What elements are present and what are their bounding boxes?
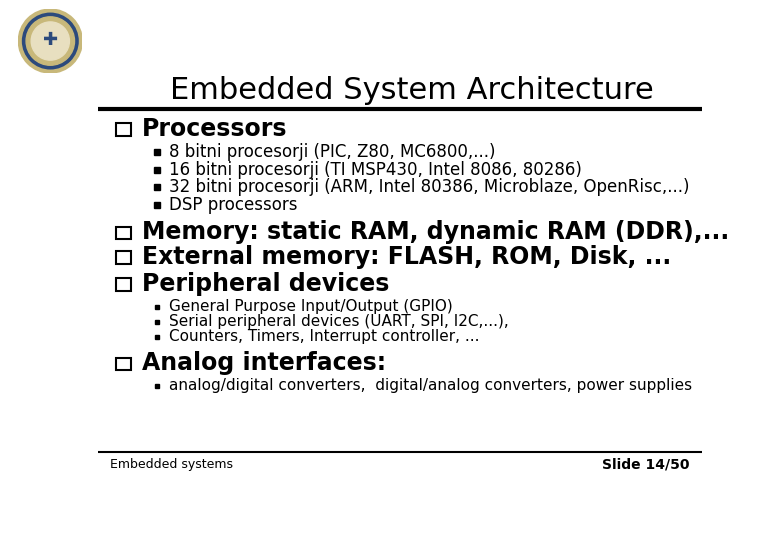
Text: Serial peripheral devices (UART, SPI, I2C,...),: Serial peripheral devices (UART, SPI, I2…: [168, 314, 509, 329]
Text: External memory: FLASH, ROM, Disk, ...: External memory: FLASH, ROM, Disk, ...: [142, 245, 672, 269]
Circle shape: [20, 10, 81, 72]
Text: DSP processors: DSP processors: [168, 195, 297, 213]
Text: Counters, Timers, Interrupt controller, ...: Counters, Timers, Interrupt controller, …: [168, 329, 480, 344]
Text: Memory: static RAM, dynamic RAM (DDR),...: Memory: static RAM, dynamic RAM (DDR),..…: [142, 220, 729, 245]
Text: Embedded systems: Embedded systems: [109, 458, 232, 471]
Text: Analog interfaces:: Analog interfaces:: [142, 352, 386, 375]
Text: 32 bitni procesorji (ARM, Intel 80386, Microblaze, OpenRisc,...): 32 bitni procesorji (ARM, Intel 80386, M…: [168, 178, 690, 196]
Text: Processors: Processors: [142, 117, 288, 141]
FancyBboxPatch shape: [115, 357, 131, 370]
Text: Slide 14/50: Slide 14/50: [602, 458, 690, 472]
Circle shape: [26, 17, 75, 65]
Text: General Purpose Input/Output (GPIO): General Purpose Input/Output (GPIO): [168, 299, 452, 314]
FancyBboxPatch shape: [115, 252, 131, 264]
Text: 16 bitni procesorji (TI MSP430, Intel 8086, 80286): 16 bitni procesorji (TI MSP430, Intel 80…: [168, 160, 582, 179]
Text: ✚: ✚: [43, 31, 58, 49]
Text: Embedded System Architecture: Embedded System Architecture: [170, 77, 654, 105]
Text: 8 bitni procesorji (PIC, Z80, MC6800,...): 8 bitni procesorji (PIC, Z80, MC6800,...…: [168, 143, 495, 161]
FancyBboxPatch shape: [115, 124, 131, 136]
Circle shape: [31, 22, 69, 60]
FancyBboxPatch shape: [115, 278, 131, 291]
Text: Peripheral devices: Peripheral devices: [142, 272, 389, 296]
Text: analog/digital converters,  digital/analog converters, power supplies: analog/digital converters, digital/analo…: [168, 379, 692, 393]
FancyBboxPatch shape: [115, 227, 131, 239]
